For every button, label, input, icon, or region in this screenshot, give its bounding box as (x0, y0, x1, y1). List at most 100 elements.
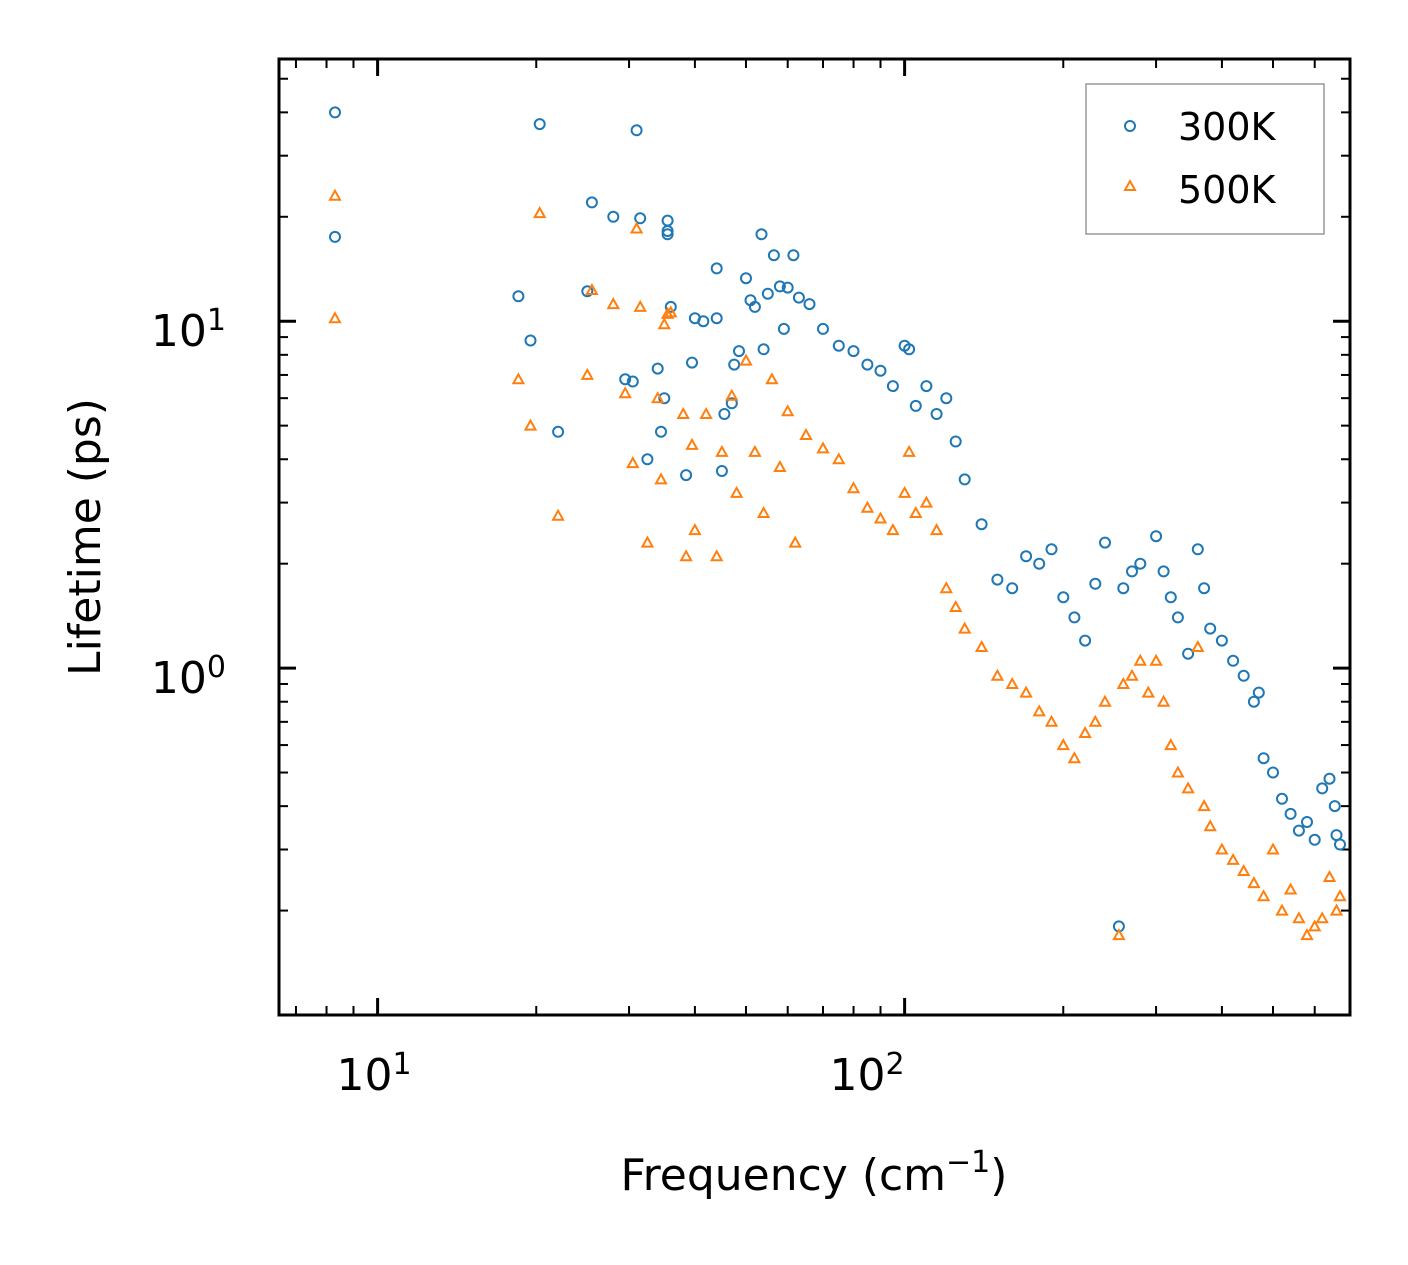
data-point-500k (699, 406, 713, 419)
data-point-300k (686, 356, 698, 369)
data-point-300k (787, 249, 800, 262)
data-point-300k (710, 312, 723, 325)
data-point-500k (618, 386, 632, 399)
data-point-500k (1078, 725, 1092, 738)
plot-frame (277, 57, 1352, 1017)
data-point-500k (974, 639, 989, 652)
data-point-300k (626, 375, 639, 388)
data-point-300k (930, 408, 943, 420)
data-point-500k (1067, 751, 1082, 764)
data-point-300k (1284, 807, 1297, 820)
data-point-300k (552, 425, 565, 438)
data-point-300k (585, 196, 598, 209)
data-point-500k (1203, 819, 1217, 832)
data-point-500k (633, 299, 647, 312)
data-point-300k (1227, 654, 1240, 667)
data-point-300k (975, 518, 988, 531)
data-point-300k (1267, 766, 1279, 779)
data-point-500k (654, 472, 668, 485)
data-point-500k (685, 437, 699, 450)
data-point-300k (1334, 838, 1346, 851)
data-point-500k (1308, 919, 1322, 932)
data-point-300k (761, 287, 774, 300)
data-point-300k (803, 298, 816, 311)
data-point-300k (740, 272, 752, 285)
data-point-300k (1328, 800, 1341, 813)
data-point-500k (846, 481, 861, 494)
data-point-500k (1247, 876, 1261, 889)
data-point-300k (920, 380, 933, 393)
data-point-300k (1134, 557, 1147, 570)
data-point-300k (940, 392, 953, 405)
data-point-500k (1171, 765, 1185, 778)
legend-marker-500k (1123, 178, 1137, 191)
data-point-300k (949, 435, 962, 448)
data-point-300k (728, 358, 741, 371)
data-point-300k (697, 315, 710, 328)
data-point-300k (1316, 782, 1329, 795)
data-point-300k (1006, 582, 1019, 595)
data-point-500k (640, 535, 655, 548)
data-point-300k (748, 300, 761, 313)
data-point-300k (1164, 591, 1177, 604)
data-point-500k (1019, 685, 1033, 698)
data-point-300k (329, 106, 341, 119)
data-point-500k (679, 549, 693, 562)
data-point-500k (651, 391, 665, 404)
data-point-500k (1149, 653, 1163, 666)
data-point-300k (1292, 824, 1305, 837)
data-point-300k (757, 343, 770, 356)
data-point-500k (765, 372, 779, 385)
data-point-300k (1033, 557, 1046, 570)
data-point-500k (626, 456, 640, 469)
data-point-300k (1068, 611, 1081, 624)
data-point-500k (919, 495, 934, 508)
data-point-500k (897, 485, 912, 498)
data-point-300k (1117, 582, 1130, 595)
data-point-300k (512, 290, 525, 303)
data-point-500k (816, 441, 830, 454)
data-point-300k (861, 358, 874, 371)
series-300k-points (329, 106, 1346, 933)
legend-marker-300k (1124, 120, 1136, 132)
data-point-500k (1266, 842, 1280, 855)
data-point-500k (860, 500, 875, 513)
data-point-300k (1089, 577, 1102, 590)
data-point-300k (773, 280, 786, 293)
data-point-300k (1057, 591, 1070, 604)
data-point-500k (909, 505, 923, 518)
data-point-300k (641, 453, 654, 466)
data-point-500k (1237, 863, 1251, 876)
data-point-300k (958, 473, 971, 486)
data-point-300k (832, 339, 845, 352)
data-point-500k (1283, 882, 1298, 895)
data-point-500k (1226, 852, 1240, 865)
data-point-500k (1164, 738, 1178, 751)
data-point-300k (607, 210, 620, 223)
data-point-500k (1116, 676, 1130, 689)
data-point-300k (1020, 550, 1033, 563)
data-point-300k (664, 300, 677, 313)
data-point-500k (1088, 714, 1102, 727)
data-point-300k (909, 399, 922, 412)
data-point-500k (1329, 903, 1344, 916)
data-point-500k (990, 668, 1005, 681)
data-point-500k (523, 418, 538, 431)
y-axis-title: Lifetime (ps) (60, 398, 111, 676)
legend-label-300k: 300K (1178, 105, 1277, 149)
data-point-500k (664, 305, 678, 318)
data-point-500k (1256, 889, 1271, 902)
data-point-300k (1079, 634, 1092, 647)
data-point-500k (832, 452, 846, 465)
data-point-500k (781, 404, 795, 417)
data-point-300k (1126, 565, 1138, 578)
y-tick-label-1: 100 (151, 650, 226, 704)
data-point-500k (715, 444, 729, 457)
data-point-300k (329, 230, 341, 243)
legend: 300K 500K (1085, 83, 1325, 235)
data-point-300k (651, 362, 664, 375)
data-point-300k (755, 228, 768, 241)
data-point-500k (1300, 928, 1314, 941)
data-point-500k (660, 306, 675, 319)
data-point-500k (725, 388, 739, 401)
